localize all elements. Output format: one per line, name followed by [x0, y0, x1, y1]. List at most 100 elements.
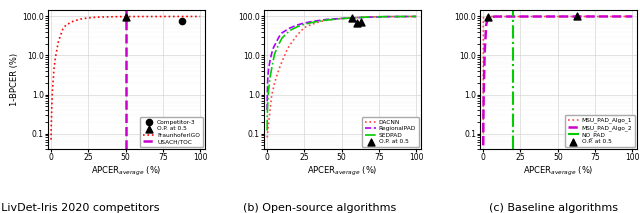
- O.P. at 0.5: [356, 20, 366, 23]
- DACNN: [323, 19, 331, 22]
- Legend: DACNN, RegionalPAD, SEDPAD, O.P. at 0.5: DACNN, RegionalPAD, SEDPAD, O.P. at 0.5: [362, 117, 419, 147]
- SEDPAD: [268, 68, 275, 70]
- RegionalPAD: [263, 109, 271, 111]
- RegionalPAD: [353, 16, 360, 19]
- FraunhoferIGO: [122, 15, 129, 18]
- RegionalPAD: [360, 16, 368, 19]
- MSU_PAD_Algo_2: [628, 15, 636, 18]
- MSU_PAD_Algo_1: [479, 136, 487, 139]
- RegionalPAD: [265, 68, 273, 70]
- DACNN: [293, 34, 301, 37]
- SEDPAD: [264, 99, 271, 102]
- DACNN: [338, 17, 346, 20]
- FraunhoferIGO: [107, 16, 115, 18]
- SEDPAD: [301, 23, 308, 26]
- RegionalPAD: [264, 97, 271, 100]
- DACNN: [283, 50, 291, 52]
- SEDPAD: [308, 21, 316, 24]
- FraunhoferIGO: [50, 68, 58, 70]
- DACNN: [412, 15, 420, 18]
- SEDPAD: [264, 117, 271, 119]
- Line: RegionalPAD: RegionalPAD: [267, 16, 416, 110]
- MSU_PAD_Algo_2: [492, 15, 499, 18]
- FraunhoferIGO: [196, 15, 204, 18]
- Line: MSU_PAD_Algo_2: MSU_PAD_Algo_2: [483, 16, 632, 145]
- Competitor-3: [177, 19, 188, 23]
- MSU_PAD_Algo_2: [480, 97, 488, 100]
- DACNN: [375, 15, 383, 18]
- SEDPAD: [316, 20, 323, 22]
- X-axis label: APCER$_{average}$ (%): APCER$_{average}$ (%): [91, 165, 161, 178]
- O.P. at 0.5: [572, 15, 582, 18]
- SEDPAD: [275, 42, 283, 45]
- FraunhoferIGO: [152, 15, 159, 18]
- MSU_PAD_Algo_1: [487, 15, 495, 18]
- RegionalPAD: [264, 83, 271, 86]
- Line: FraunhoferIGO: FraunhoferIGO: [51, 16, 200, 140]
- DACNN: [301, 26, 308, 29]
- RegionalPAD: [301, 22, 308, 24]
- RegionalPAD: [397, 15, 405, 18]
- SEDPAD: [266, 76, 274, 78]
- RegionalPAD: [375, 16, 383, 18]
- SEDPAD: [353, 16, 360, 19]
- SEDPAD: [383, 15, 390, 18]
- MSU_PAD_Algo_2: [479, 129, 487, 132]
- DACNN: [367, 16, 375, 18]
- RegionalPAD: [323, 18, 331, 21]
- SEDPAD: [323, 19, 331, 21]
- MSU_PAD_Algo_1: [628, 15, 636, 18]
- X-axis label: APCER$_{average}$ (%): APCER$_{average}$ (%): [524, 165, 594, 178]
- X-axis label: APCER$_{average}$ (%): APCER$_{average}$ (%): [307, 165, 378, 178]
- MSU_PAD_Algo_2: [480, 82, 488, 84]
- FraunhoferIGO: [181, 15, 189, 18]
- FraunhoferIGO: [54, 40, 62, 43]
- RegionalPAD: [269, 47, 277, 50]
- MSU_PAD_Algo_2: [479, 138, 487, 141]
- DACNN: [308, 23, 316, 26]
- RegionalPAD: [338, 17, 346, 20]
- FraunhoferIGO: [47, 138, 55, 141]
- O.P. at 0.5: [483, 15, 493, 18]
- MSU_PAD_Algo_1: [479, 141, 487, 144]
- Line: DACNN: DACNN: [267, 16, 416, 137]
- Legend: Competitor-3, O.P. at 0.5, FraunhoferIGO, USACH/TOC: Competitor-3, O.P. at 0.5, FraunhoferIGO…: [140, 117, 203, 147]
- DACNN: [345, 17, 353, 19]
- O.P. at 0.5: [120, 15, 131, 18]
- FraunhoferIGO: [99, 16, 107, 18]
- SEDPAD: [345, 17, 353, 19]
- SEDPAD: [397, 15, 405, 18]
- RegionalPAD: [345, 17, 353, 19]
- DACNN: [316, 20, 323, 23]
- RegionalPAD: [383, 15, 390, 18]
- MSU_PAD_Algo_1: [481, 15, 488, 18]
- FraunhoferIGO: [48, 107, 56, 109]
- FraunhoferIGO: [84, 17, 92, 19]
- FraunhoferIGO: [47, 129, 55, 132]
- MSU_PAD_Algo_1: [480, 16, 488, 19]
- DACNN: [265, 122, 273, 125]
- RegionalPAD: [367, 16, 375, 18]
- SEDPAD: [338, 17, 346, 20]
- DACNN: [263, 136, 271, 139]
- DACNN: [397, 15, 405, 18]
- SEDPAD: [375, 16, 383, 18]
- MSU_PAD_Algo_1: [480, 16, 488, 18]
- MSU_PAD_Algo_2: [483, 24, 490, 26]
- RegionalPAD: [412, 15, 420, 18]
- RegionalPAD: [308, 20, 316, 23]
- DACNN: [271, 82, 278, 84]
- FraunhoferIGO: [129, 15, 137, 18]
- RegionalPAD: [285, 27, 293, 29]
- SEDPAD: [360, 16, 368, 19]
- Y-axis label: 1-BPCER (%): 1-BPCER (%): [10, 53, 19, 106]
- FraunhoferIGO: [49, 89, 56, 91]
- SEDPAD: [367, 16, 375, 18]
- FraunhoferIGO: [166, 15, 174, 18]
- FraunhoferIGO: [136, 15, 144, 18]
- DACNN: [278, 60, 286, 63]
- FraunhoferIGO: [62, 24, 70, 26]
- MSU_PAD_Algo_1: [483, 15, 490, 18]
- MSU_PAD_Algo_2: [479, 121, 487, 123]
- DACNN: [285, 44, 293, 47]
